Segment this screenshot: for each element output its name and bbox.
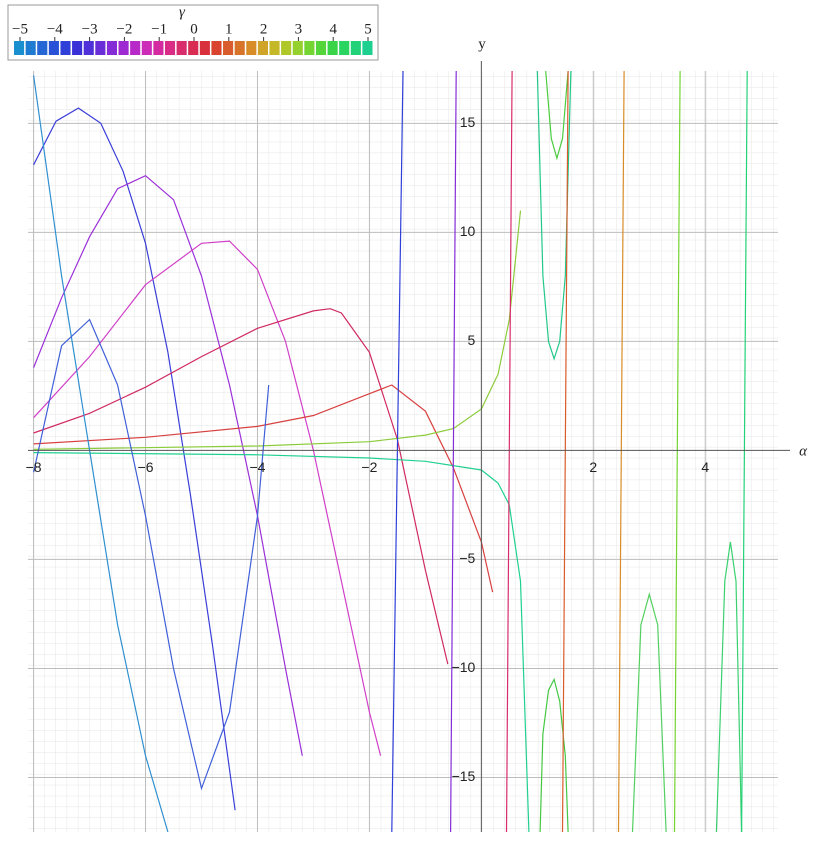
colorbar-tick-label: 4 — [329, 21, 337, 37]
x-tick-label: −4 — [249, 459, 265, 475]
colorbar-swatch — [106, 41, 118, 55]
y-tick-label: 10 — [460, 223, 476, 239]
colorbar-swatch — [188, 41, 199, 55]
colorbar-swatch — [199, 41, 210, 55]
curve — [33, 308, 449, 665]
curve — [539, 677, 569, 832]
colorbar-swatch — [48, 41, 59, 55]
colorbar-swatch — [223, 41, 234, 55]
colorbar-tick-label: 5 — [364, 21, 372, 37]
colorbar-swatch — [153, 41, 164, 55]
colorbar-swatch — [362, 41, 373, 55]
colorbar-swatch — [327, 41, 338, 55]
minor-grid — [28, 71, 778, 832]
colorbar-swatch — [164, 41, 176, 55]
colorbar-swatch — [350, 41, 361, 55]
curve — [33, 107, 236, 811]
x-tick-label: 4 — [701, 459, 709, 475]
curve — [33, 318, 270, 791]
curve — [545, 71, 569, 161]
colorbar-tick-label: −4 — [47, 21, 63, 37]
colorbar-swatch — [176, 41, 187, 55]
colorbar-tick-label: 1 — [225, 21, 233, 37]
x-tick-label: −6 — [138, 459, 154, 475]
colorbar-swatch — [257, 41, 268, 55]
colorbar-swatch — [281, 41, 292, 55]
y-tick-label: 5 — [468, 332, 476, 348]
colorbar-swatch — [269, 41, 280, 55]
colorbar-swatch — [25, 41, 36, 55]
colorbar-tick-label: −2 — [116, 21, 132, 37]
colorbar-swatch — [304, 41, 315, 55]
colorbar-tick-label: −3 — [82, 21, 98, 37]
colorbar-swatch — [130, 41, 141, 55]
x-tick-label: 2 — [589, 459, 597, 475]
curve — [33, 384, 494, 593]
curve — [33, 75, 169, 832]
y-tick-label: 15 — [460, 114, 476, 130]
colorbar-tick-label: −5 — [12, 21, 28, 37]
colorbar-swatch — [95, 41, 106, 55]
colorbar-tick-label: 2 — [260, 21, 268, 37]
colorbar-tick-label: 3 — [295, 21, 303, 37]
colorbar-swatch — [211, 41, 222, 55]
colorbar-swatch — [118, 41, 129, 55]
y-axis-label: y — [478, 36, 486, 52]
x-tick-label: −2 — [361, 459, 377, 475]
y-tick-label: −10 — [452, 659, 476, 675]
x-axis-label: α — [799, 443, 808, 459]
x-tick-label: −8 — [26, 459, 42, 475]
colorbar-swatch — [246, 41, 257, 55]
curve — [536, 71, 572, 361]
colorbar-tick-label: −1 — [151, 21, 167, 37]
curve — [715, 541, 743, 832]
colorbar-title: γ — [179, 4, 186, 20]
colorbar-tick-label: 0 — [190, 21, 198, 37]
colorbar-swatch — [339, 41, 350, 55]
curve — [33, 174, 303, 756]
curve — [33, 240, 382, 756]
colorbar-swatch — [37, 41, 48, 55]
curve — [631, 592, 667, 832]
colorbar-swatch — [83, 41, 94, 55]
colorbar-swatch — [72, 41, 83, 55]
colorbar-swatch — [141, 41, 152, 55]
colorbar-swatch — [292, 41, 303, 55]
colorbar-swatch — [60, 41, 71, 55]
colorbar-swatch — [14, 41, 25, 55]
y-tick-label: −15 — [452, 768, 476, 784]
colorbar-swatch — [234, 41, 245, 55]
y-tick-label: −5 — [459, 550, 475, 566]
colorbar-swatch — [315, 41, 327, 55]
